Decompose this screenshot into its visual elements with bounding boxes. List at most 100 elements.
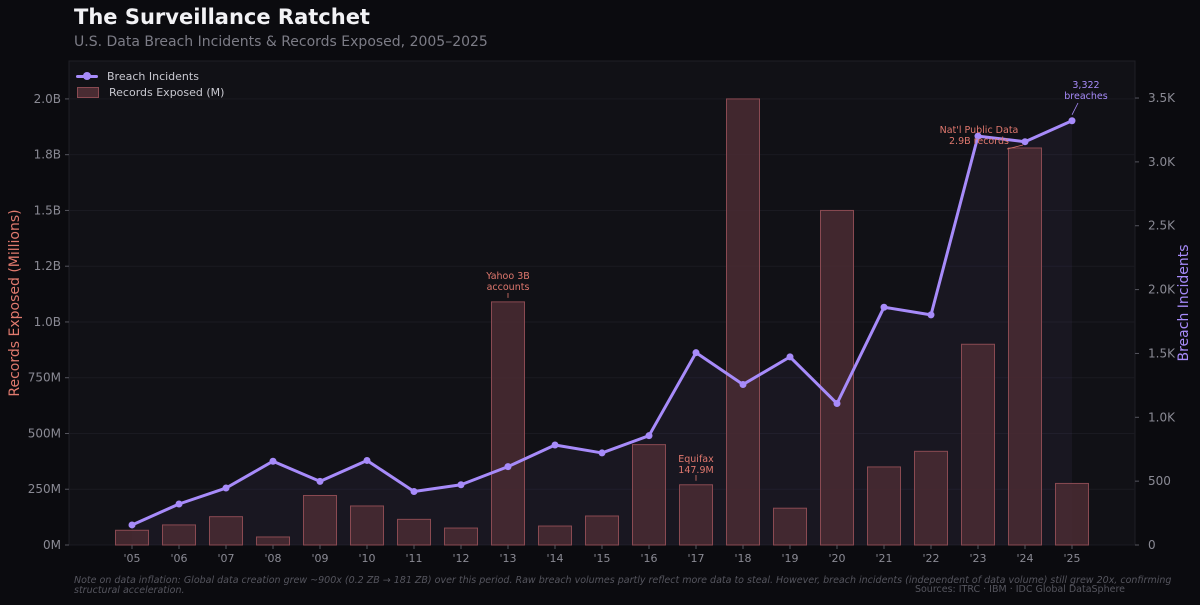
incidents-point <box>692 349 700 357</box>
right-tick-label: 2.5K <box>1148 219 1176 233</box>
right-tick-label: 2.0K <box>1148 283 1176 297</box>
x-tick-label: '15 <box>593 552 610 565</box>
x-tick-label: '20 <box>828 552 845 565</box>
right-tick-label: 1.0K <box>1148 410 1176 424</box>
annotation-text: 147.9M <box>678 465 713 476</box>
x-tick-label: '09 <box>311 552 328 565</box>
records-bar <box>914 450 948 546</box>
incidents-point <box>175 500 183 508</box>
incidents-point <box>1021 138 1029 146</box>
x-tick-label: '22 <box>922 552 939 565</box>
right-tick-label: 1.5K <box>1148 346 1176 360</box>
annotation-text: 3,322 <box>1072 80 1099 91</box>
records-bar <box>162 524 196 546</box>
x-tick-label: '16 <box>640 552 657 565</box>
x-tick-label: '23 <box>969 552 986 565</box>
x-tick-label: '21 <box>875 552 892 565</box>
incidents-point <box>974 132 982 140</box>
records-bar <box>397 518 431 546</box>
incidents-point <box>269 457 277 465</box>
x-tick-label: '24 <box>1016 552 1033 565</box>
left-tick-label: 1.8B <box>34 148 61 162</box>
x-tick-label: '11 <box>405 552 422 565</box>
records-bar <box>1055 482 1089 546</box>
annotation-leader <box>1006 144 1024 150</box>
sources: Sources: ITRC · IBM · IDC Global DataSph… <box>914 584 1125 595</box>
incidents-point <box>363 456 371 464</box>
incidents-point <box>1068 117 1076 125</box>
annotation-text: Equifax <box>678 454 714 465</box>
x-tick-label: '08 <box>264 552 281 565</box>
x-tick-label: '07 <box>217 552 234 565</box>
left-tick-label: 750M <box>28 371 61 385</box>
incidents-point <box>551 441 559 449</box>
right-tick-label: 500 <box>1148 474 1171 488</box>
records-bar <box>491 301 525 546</box>
x-tick-label: '10 <box>358 552 375 565</box>
records-bar <box>961 343 995 546</box>
right-tick-label: 0 <box>1148 538 1156 552</box>
x-tick-label: '05 <box>123 552 140 565</box>
records-bar <box>303 494 337 546</box>
annotation-leader <box>1071 102 1079 115</box>
left-tick-label: 500M <box>28 426 61 440</box>
incidents-point <box>833 400 841 408</box>
legend-item-incidents: Breach Incidents <box>76 68 224 84</box>
right-tick-label: 3.0K <box>1148 155 1176 169</box>
incidents-point <box>645 432 653 440</box>
right-tick-label: 3.5K <box>1148 91 1176 105</box>
chart-title: The Surveillance Ratchet <box>74 5 370 29</box>
x-tick-label: '18 <box>734 552 751 565</box>
annotation-text: 2.9B records <box>949 136 1009 147</box>
records-bar <box>632 444 666 546</box>
incidents-point <box>504 463 512 471</box>
annotation-text: breaches <box>1064 91 1107 102</box>
left-tick-label: 0M <box>43 538 61 552</box>
left-tick-label: 2.0B <box>34 92 61 106</box>
x-tick-label: '17 <box>687 552 704 565</box>
left-tick-label: 250M <box>28 482 61 496</box>
left-axis-label: Records Exposed (Millions) <box>7 209 23 396</box>
legend-label-records: Records Exposed (M) <box>109 85 225 99</box>
records-bar <box>773 507 807 546</box>
incidents-point <box>222 484 230 492</box>
records-bar <box>679 484 713 546</box>
left-tick-label: 1.0B <box>34 315 61 329</box>
right-axis-label: Breach Incidents <box>1176 244 1192 361</box>
x-tick-label: '14 <box>546 552 563 565</box>
legend-label-incidents: Breach Incidents <box>107 69 199 83</box>
records-bar <box>350 505 384 546</box>
incidents-point <box>598 449 606 457</box>
incidents-point <box>316 477 324 485</box>
legend-line-swatch <box>76 68 98 84</box>
annotation-text: accounts <box>487 282 530 293</box>
incidents-point <box>739 380 747 388</box>
records-bar <box>115 529 149 546</box>
records-bar <box>867 466 901 546</box>
x-tick-label: '13 <box>499 552 516 565</box>
records-bar <box>585 515 619 546</box>
incidents-point <box>457 481 465 489</box>
x-tick-label: '12 <box>452 552 469 565</box>
x-tick-label: '06 <box>170 552 187 565</box>
left-tick-label: 1.2B <box>34 259 61 273</box>
plot-area <box>68 60 1136 546</box>
incidents-point <box>786 353 794 361</box>
left-tick-label: 1.5B <box>34 203 61 217</box>
incidents-point <box>410 487 418 495</box>
legend: Breach Incidents Records Exposed (M) <box>76 68 224 100</box>
chart-subtitle: U.S. Data Breach Incidents & Records Exp… <box>74 34 488 50</box>
annotation-text: Yahoo 3B <box>485 271 530 282</box>
records-bar <box>538 525 572 546</box>
footnote: Note on data inflation: Global data crea… <box>74 575 1172 596</box>
records-bar <box>726 98 760 546</box>
x-tick-label: '19 <box>781 552 798 565</box>
records-bar <box>1008 147 1042 546</box>
annotation-text: Nat'l Public Data <box>940 125 1019 136</box>
legend-item-records: Records Exposed (M) <box>76 84 224 100</box>
incidents-point <box>128 521 136 529</box>
records-bar <box>444 527 478 546</box>
records-bar <box>256 536 290 546</box>
x-tick-label: '25 <box>1063 552 1080 565</box>
